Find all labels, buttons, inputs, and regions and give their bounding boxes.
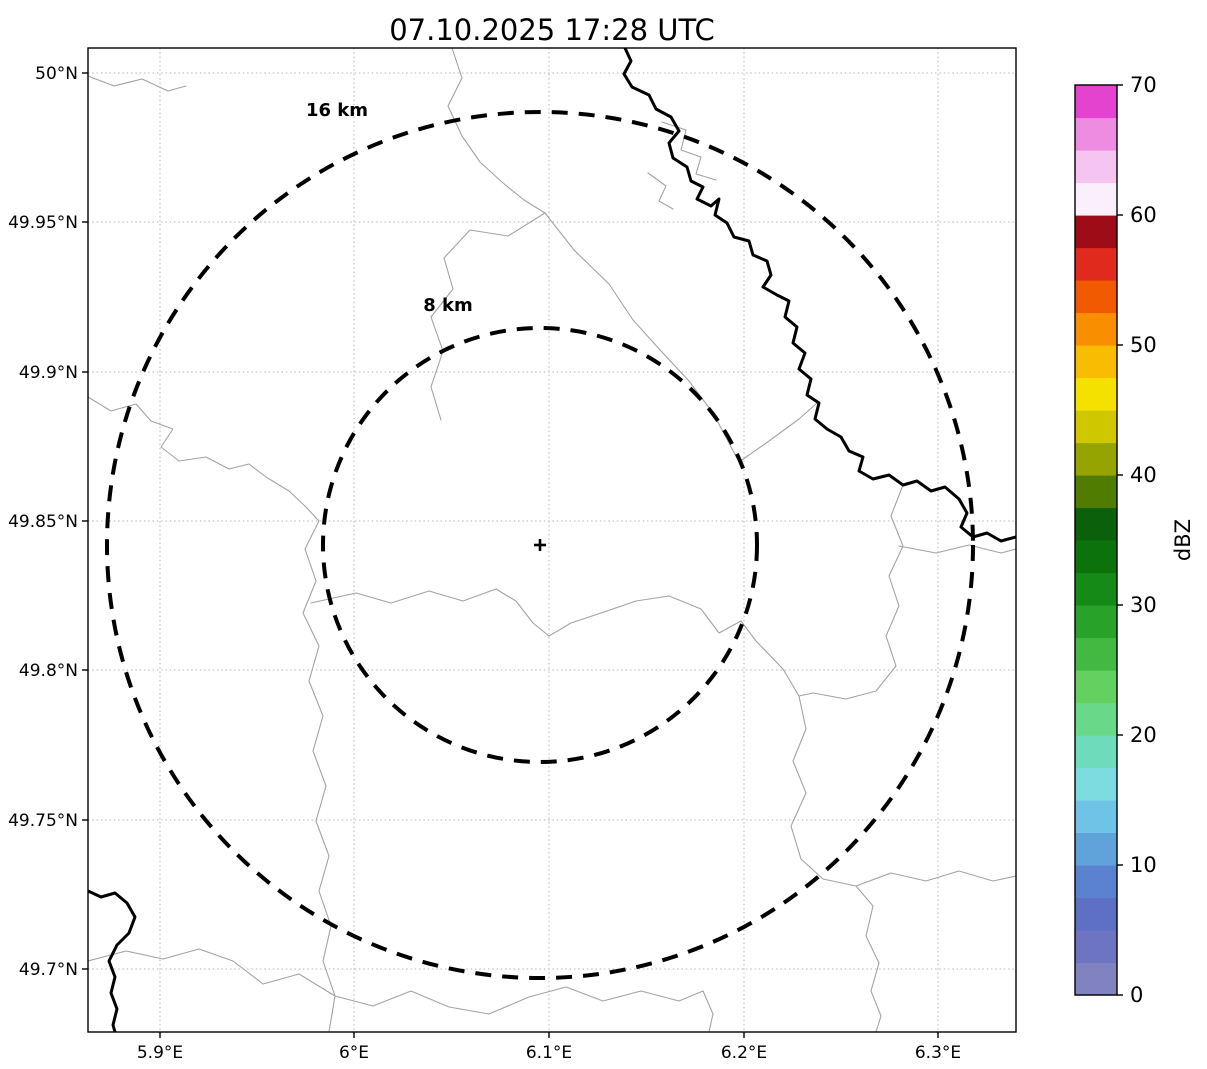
colorbar-segment: [1075, 800, 1117, 834]
y-tick-label: 49.8°N: [19, 661, 78, 681]
colorbar-segment: [1075, 572, 1117, 606]
colorbar-tick-label: 70: [1130, 73, 1157, 97]
boundary-line: [88, 396, 320, 522]
boundary-line: [798, 484, 904, 700]
colorbar-segment: [1075, 215, 1117, 249]
range-ring-8km: [321, 326, 759, 764]
colorbar-tick-label: 60: [1130, 203, 1157, 227]
colorbar-tick-label: 10: [1130, 853, 1157, 877]
colorbar-segment: [1075, 540, 1117, 574]
x-tick-label: 6.2°E: [721, 1043, 767, 1063]
boundary-line: [855, 870, 1016, 887]
boundary-line: [430, 212, 546, 421]
range-ring-8km-label: 8 km: [423, 295, 473, 316]
plot-title: 07.10.2025 17:28 UTC: [389, 13, 715, 47]
colorbar-segment: [1075, 930, 1117, 964]
y-tick-label: 49.7°N: [19, 960, 78, 980]
boundary-line: [898, 544, 1016, 554]
colorbar-segment: [1075, 150, 1117, 184]
colorbar-segment: [1075, 85, 1117, 119]
y-axis-labels: 50°N 49.95°N 49.9°N 49.85°N 49.8°N 49.75…: [8, 64, 78, 980]
colorbar-segment: [1075, 280, 1117, 314]
colorbar-segment: [1075, 117, 1117, 151]
x-tick-label: 6°E: [339, 1043, 369, 1063]
boundary-line: [88, 75, 187, 92]
colorbar-segment: [1075, 897, 1117, 931]
boundary-line: [544, 212, 740, 463]
colorbar-segment: [1075, 312, 1117, 346]
colorbar-segment: [1075, 865, 1117, 899]
colorbar-segment: [1075, 670, 1117, 704]
colorbar-segment: [1075, 182, 1117, 216]
tick-marks: [82, 72, 939, 1038]
gridlines: [88, 48, 1016, 1032]
colorbar-segment: [1075, 735, 1117, 769]
map-layer: [88, 48, 1016, 1032]
colorbar-segment: [1075, 410, 1117, 444]
colorbar-segment: [1075, 962, 1117, 996]
colorbar-tick-label: 0: [1130, 983, 1143, 1007]
x-axis-labels: 5.9°E 6°E 6.1°E 6.2°E 6.3°E: [137, 1043, 961, 1063]
colorbar-tick-label: 30: [1130, 593, 1157, 617]
colorbar-segment: [1075, 767, 1117, 801]
x-tick-label: 6.1°E: [526, 1043, 572, 1063]
colorbar-segment: [1075, 345, 1117, 379]
colorbar-segment: [1075, 832, 1117, 866]
river-border-line: [622, 48, 1016, 543]
y-tick-label: 49.95°N: [8, 213, 78, 233]
colorbar-tick-label: 20: [1130, 723, 1157, 747]
colorbar-segment: [1075, 605, 1117, 639]
colorbar-unit-label: dBZ: [1171, 519, 1195, 561]
colorbar-frame: [1074, 84, 1118, 996]
colorbar-segment: [1075, 702, 1117, 736]
colorbar-tick-labels: 0 10 20 30 40 50 60 70: [1130, 73, 1157, 1007]
range-ring-16km-label: 16 km: [306, 100, 368, 121]
x-tick-label: 6.3°E: [915, 1043, 961, 1063]
colorbar-segment: [1075, 247, 1117, 281]
boundary-line: [661, 121, 717, 181]
y-tick-label: 49.9°N: [19, 363, 78, 383]
boundary-line: [647, 172, 674, 210]
colorbar-segment: [1075, 507, 1117, 541]
boundary-line: [447, 48, 546, 214]
range-ring-16km: [105, 110, 975, 980]
y-tick-label: 50°N: [35, 64, 78, 84]
colorbar: 0 10 20 30 40 50 60 70 dBZ: [1074, 73, 1195, 1007]
colorbar-tick-label: 50: [1130, 333, 1157, 357]
river-border-line-southwest: [88, 889, 137, 1032]
axes-frame: [87, 47, 1017, 1033]
colorbar-segment: [1075, 377, 1117, 411]
boundary-line: [790, 695, 882, 1032]
radar-center-marker: [534, 539, 546, 551]
colorbar-tick-label: 40: [1130, 463, 1157, 487]
colorbar-segment: [1075, 637, 1117, 671]
colorbar-segments: [1075, 85, 1117, 996]
colorbar-segment: [1075, 475, 1117, 509]
y-tick-label: 49.85°N: [8, 512, 78, 532]
colorbar-segment: [1075, 442, 1117, 476]
boundary-line: [88, 948, 714, 1032]
colorbar-tick-marks: [1117, 84, 1123, 996]
boundary-line: [302, 520, 336, 1032]
boundary-line: [738, 402, 818, 463]
y-tick-label: 49.75°N: [8, 811, 78, 831]
boundary-line: [310, 588, 800, 697]
x-tick-label: 5.9°E: [137, 1043, 183, 1063]
